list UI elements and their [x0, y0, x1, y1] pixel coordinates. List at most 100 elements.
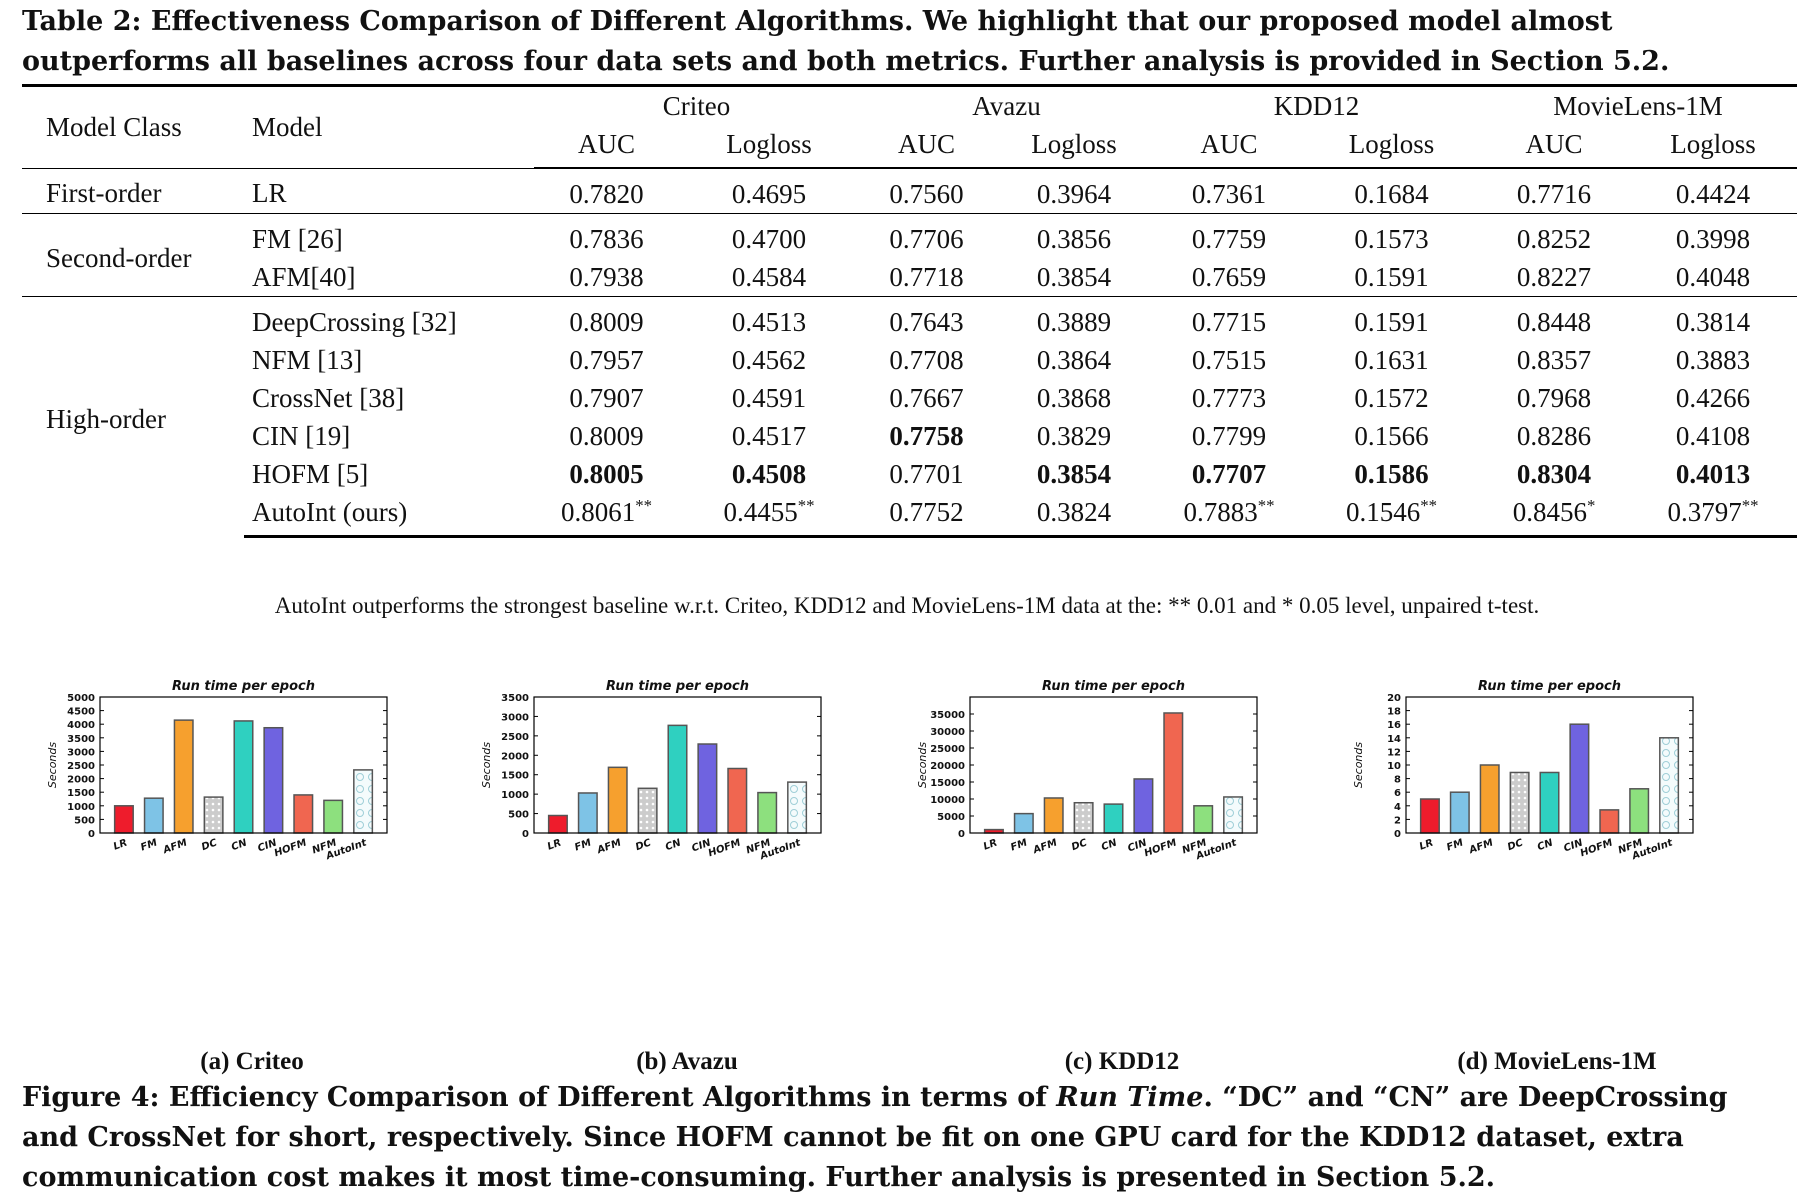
value-cell: 0.4562: [679, 341, 859, 379]
value-text: 0.3868: [1036, 382, 1112, 413]
x-tick-label: LR: [546, 837, 563, 852]
value-cell: 0.3864: [994, 341, 1154, 379]
value-text: 0.7716: [1516, 178, 1592, 209]
bar-hofm: [727, 767, 748, 834]
value-text: 0.4424: [1675, 178, 1751, 209]
significance-mark: **: [1741, 495, 1759, 515]
y-tick-label: 5000: [67, 693, 95, 704]
value-cell: 0.1573: [1304, 213, 1479, 258]
x-tick-label: DC: [1070, 837, 1089, 853]
model-name-cell: DeepCrossing [32]: [244, 296, 534, 341]
x-tick-label: AFM: [595, 837, 623, 856]
value-cell: 0.4424: [1629, 167, 1797, 214]
x-tick-label: LR: [1418, 837, 1435, 852]
value-cell: 0.1631: [1304, 341, 1479, 379]
x-tick-label: AFM: [161, 837, 189, 856]
table-row: CIN [19] 0.8009 0.4517 0.7758 0.3829 0.7799 0.…: [22, 417, 1797, 455]
y-tick-label: 0: [522, 829, 529, 840]
value-cell: 0.7773: [1154, 379, 1304, 417]
chart-avazu: Run time per epoch Seconds 0 500 1000 1500 200…: [476, 675, 876, 1030]
x-tick-label: CN: [664, 837, 683, 853]
header-metric-logloss: Logloss: [1629, 125, 1797, 169]
y-tick-label: 0: [958, 829, 965, 840]
bar-fm: [143, 797, 164, 834]
y-tick-label: 2500: [501, 732, 529, 743]
bar-chart-svg: Run time per epoch Seconds 0 500 1000 1500 200…: [46, 679, 388, 863]
value-text: 0.3854: [1036, 261, 1112, 292]
bar-hofm: [1599, 809, 1620, 834]
value-cell: 0.4591: [679, 379, 859, 417]
header-model-class: Model Class: [22, 84, 244, 168]
x-tick-label: FM: [139, 837, 159, 853]
value-cell: 0.7938: [534, 258, 679, 297]
table-significance-note: AutoInt outperforms the strongest baseli…: [274, 593, 1540, 618]
plot-frame: [969, 696, 1258, 834]
value-text: 0.4455: [723, 497, 798, 528]
table-row: NFM [13] 0.7957 0.4562 0.7708 0.3864 0.7515 0.…: [22, 341, 1797, 379]
header-dataset-avazu: Avazu: [859, 84, 1154, 125]
value-cell: 0.7560: [859, 167, 994, 214]
table-caption: Table 2: Effectiveness Comparison of Dif…: [22, 6, 1670, 77]
value-text: 0.7883: [1183, 497, 1258, 528]
value-text: 0.7361: [1191, 178, 1267, 209]
y-axis-label: Seconds: [916, 742, 929, 788]
y-tick-label: 3000: [501, 712, 529, 723]
y-tick-label: 1000: [501, 790, 529, 801]
table-row: AFM[40] 0.7938 0.4584 0.7718 0.3854 0.7659 0.1…: [22, 258, 1797, 297]
x-tick-label: LR: [982, 837, 999, 852]
chart-movielens: Run time per epoch Seconds 0 2 4 6 8 10 12 14 16 18…: [1348, 675, 1748, 1030]
plot-frame: [1405, 696, 1694, 834]
value-cell: 0.8448: [1479, 296, 1629, 341]
value-cell: 0.1572: [1304, 379, 1479, 417]
chart-title: Run time per epoch: [172, 679, 315, 694]
y-tick-label: 6: [1394, 788, 1401, 799]
value-text: 0.3998: [1675, 223, 1751, 254]
value-cell: 0.4513: [679, 296, 859, 341]
y-tick-label: 5000: [937, 812, 965, 823]
y-tick-label: 10: [1387, 761, 1401, 772]
value-text: 0.4584: [731, 261, 807, 292]
x-tick-label: HOFM: [1579, 837, 1614, 859]
chart-title: Run time per epoch: [1042, 679, 1185, 694]
value-cell: 0.7820: [534, 167, 679, 214]
value-text: 0.7957: [569, 344, 644, 375]
x-tick-label: LR: [112, 837, 129, 852]
value-text: 0.4013: [1675, 458, 1751, 489]
value-text: 0.8061: [561, 497, 636, 528]
header-model: Model: [244, 84, 534, 168]
significance-mark: **: [635, 495, 652, 515]
bar-autoint: [1223, 796, 1244, 834]
model-name-cell: HOFM [5]: [252, 458, 369, 489]
bar-cin: [697, 743, 718, 834]
bar-autoint: [353, 769, 374, 834]
bar-fm: [1449, 791, 1470, 834]
value-cell: 0.7883**: [1154, 493, 1304, 538]
value-text: 0.4513: [731, 306, 807, 337]
table-row: Second-order FM [26] 0.7836 0.4700 0.7706 0.3…: [22, 213, 1797, 297]
y-tick-label: 0: [1394, 829, 1401, 840]
value-cell: 0.4584: [679, 258, 859, 297]
y-tick-label: 1000: [67, 802, 95, 813]
y-tick-label: 10000: [930, 795, 965, 806]
figure-caption-suffix: . “DC” and “CN” are DeepCrossing and Cro…: [22, 1082, 1728, 1193]
bar-cin: [1569, 723, 1590, 834]
header-metric-auc: AUC: [859, 125, 994, 169]
value-text: 0.7968: [1516, 382, 1592, 413]
value-cell: 0.3964: [994, 167, 1154, 214]
y-tick-label: 30000: [930, 727, 965, 738]
value-cell: 0.7715: [1154, 296, 1304, 341]
bar-fm: [1013, 812, 1034, 834]
header-metric-auc: AUC: [1154, 125, 1304, 169]
value-cell: 0.4013: [1629, 455, 1797, 493]
x-tick-label: CN: [1536, 837, 1555, 853]
bar-hofm: [1163, 712, 1184, 834]
header-metric-logloss: Logloss: [1304, 125, 1479, 169]
x-tick-label: AFM: [1031, 837, 1059, 856]
model-name-cell: AutoInt (ours): [244, 493, 534, 538]
y-tick-label: 0: [88, 829, 95, 840]
bar-afm: [173, 719, 194, 834]
y-axis-label: Seconds: [1352, 742, 1365, 788]
significance-mark: **: [797, 495, 815, 515]
value-cell: 0.8009: [534, 296, 679, 341]
x-tick-label: CN: [230, 837, 249, 853]
